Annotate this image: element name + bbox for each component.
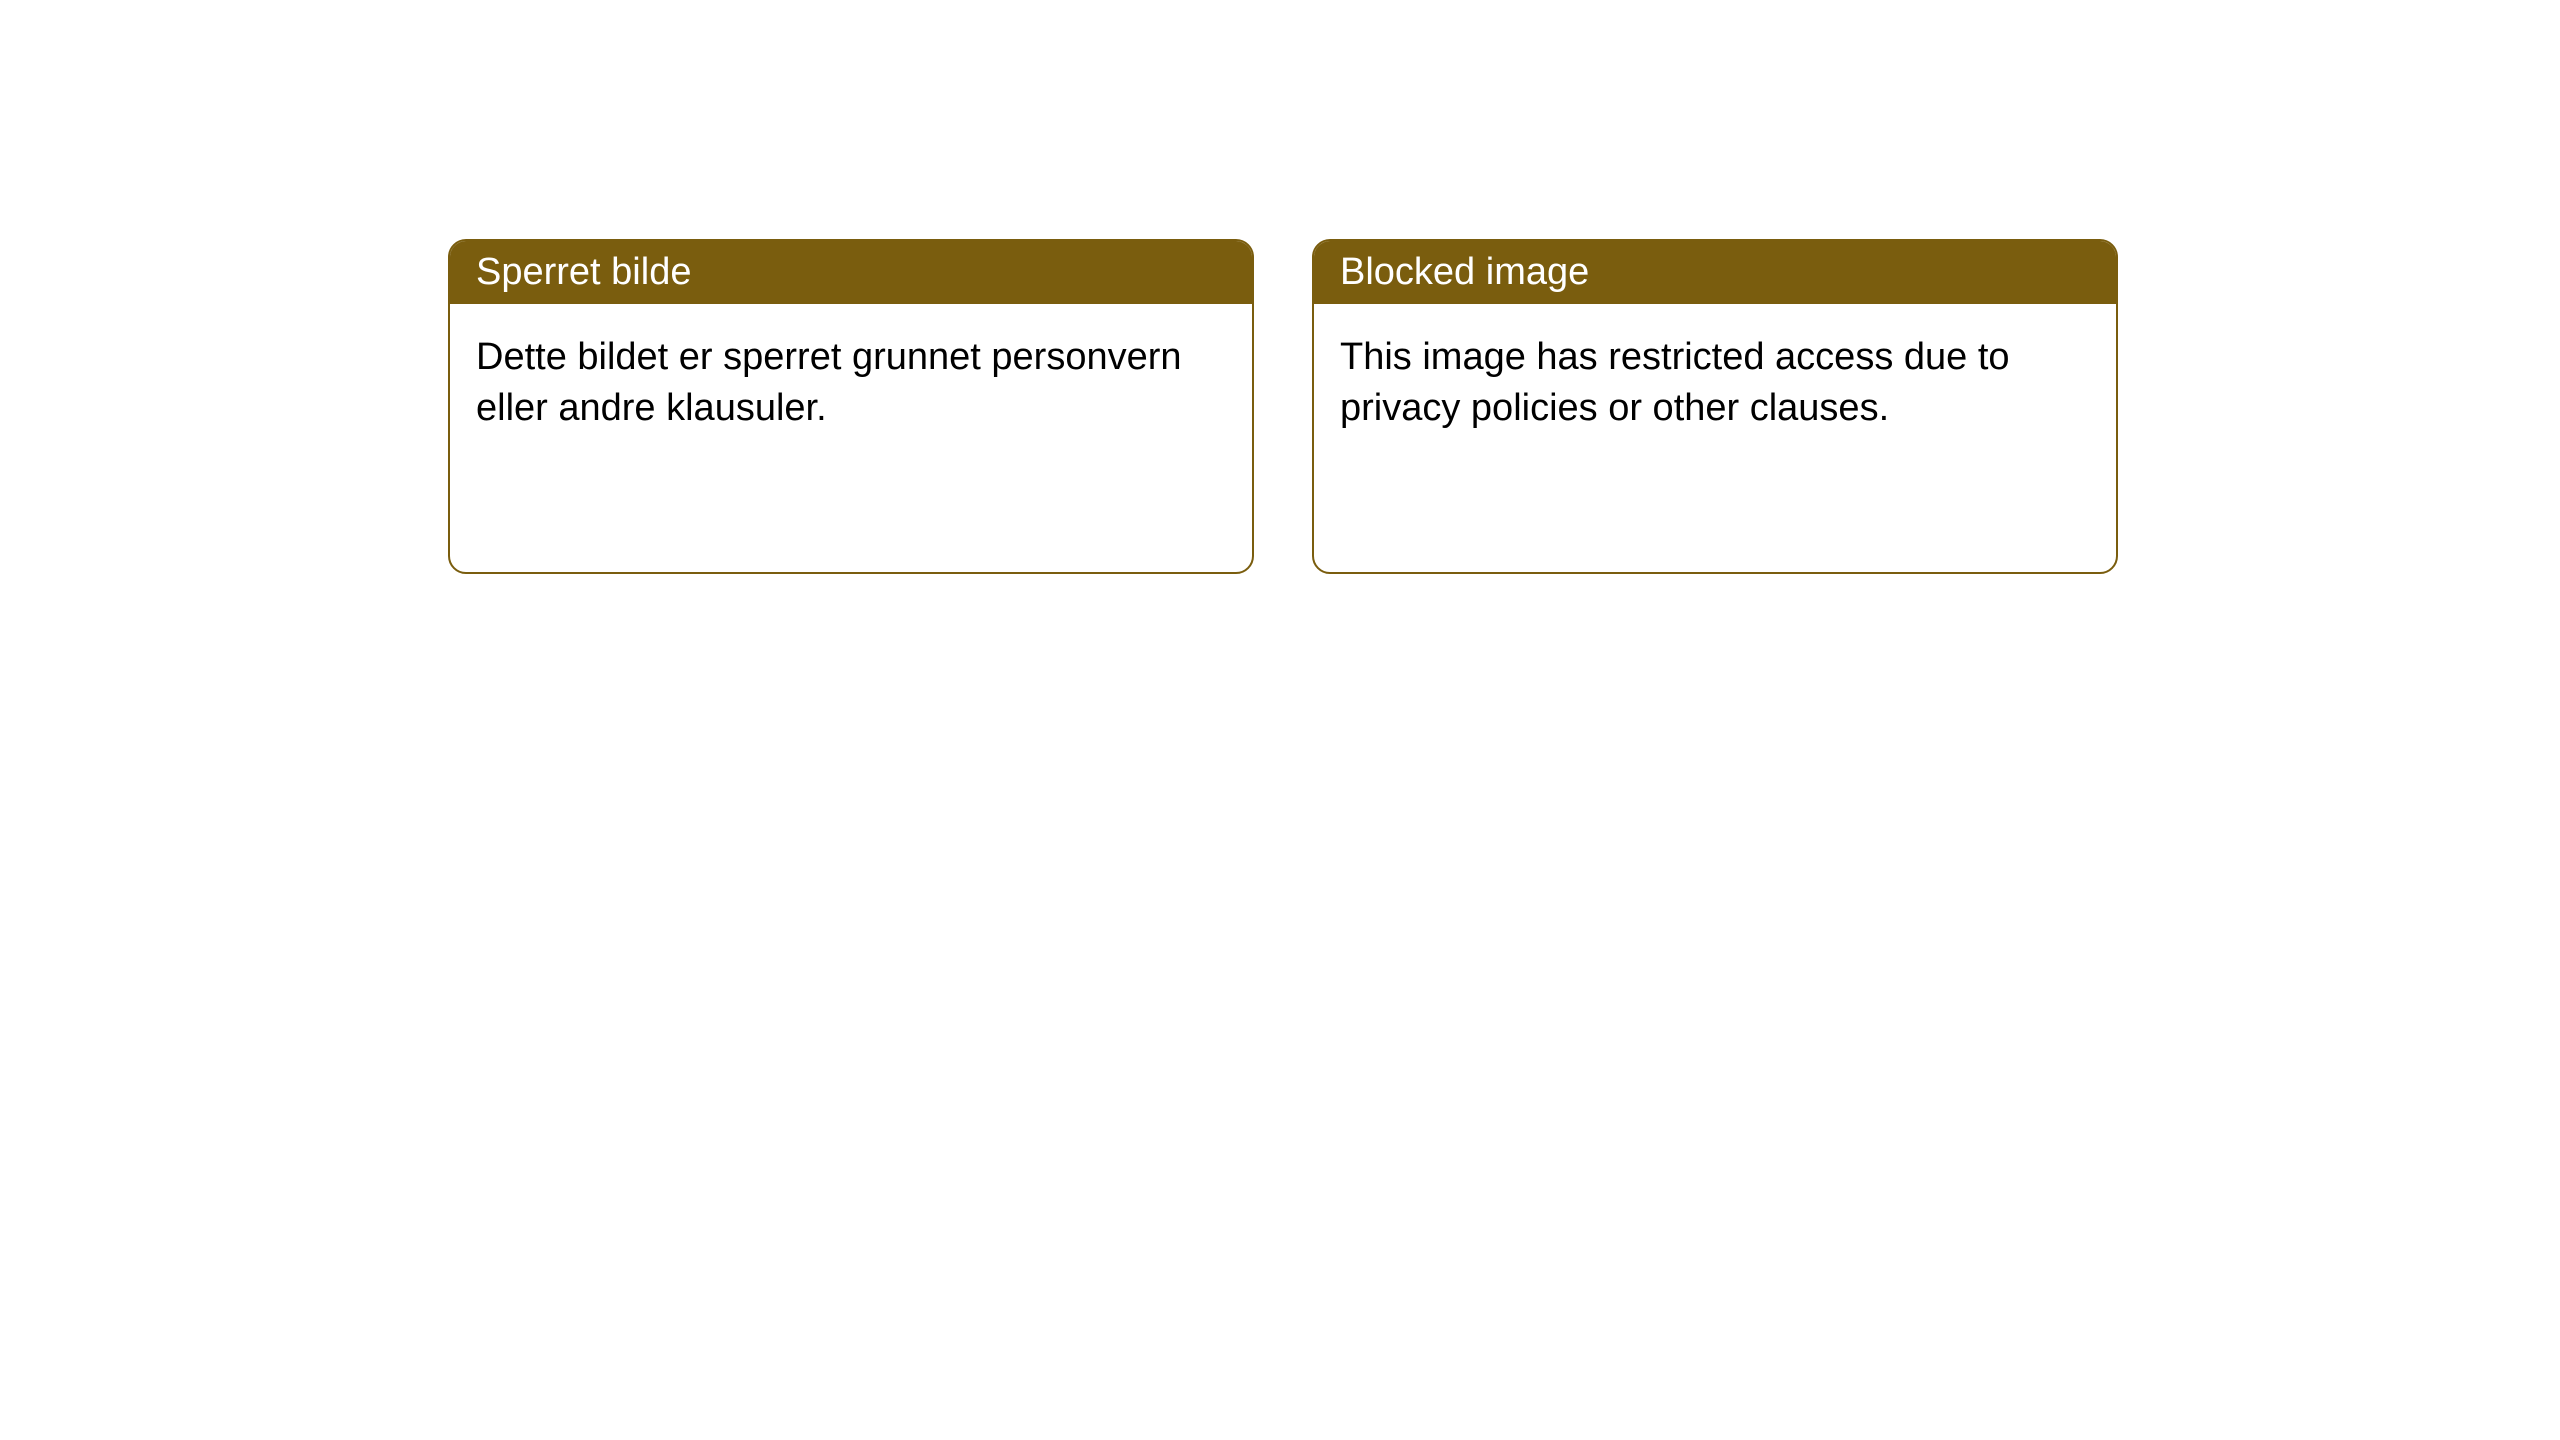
notice-card-norwegian: Sperret bilde Dette bildet er sperret gr… <box>448 239 1254 574</box>
notice-card-english: Blocked image This image has restricted … <box>1312 239 2118 574</box>
notice-title: Blocked image <box>1340 251 1589 294</box>
notice-body-text: This image has restricted access due to … <box>1340 336 2010 429</box>
notice-body: Dette bildet er sperret grunnet personve… <box>450 304 1252 463</box>
notice-cards-container: Sperret bilde Dette bildet er sperret gr… <box>448 239 2118 574</box>
notice-body: This image has restricted access due to … <box>1314 304 2116 463</box>
notice-header: Blocked image <box>1314 241 2116 304</box>
notice-title: Sperret bilde <box>476 251 691 294</box>
notice-body-text: Dette bildet er sperret grunnet personve… <box>476 336 1182 429</box>
notice-header: Sperret bilde <box>450 241 1252 304</box>
